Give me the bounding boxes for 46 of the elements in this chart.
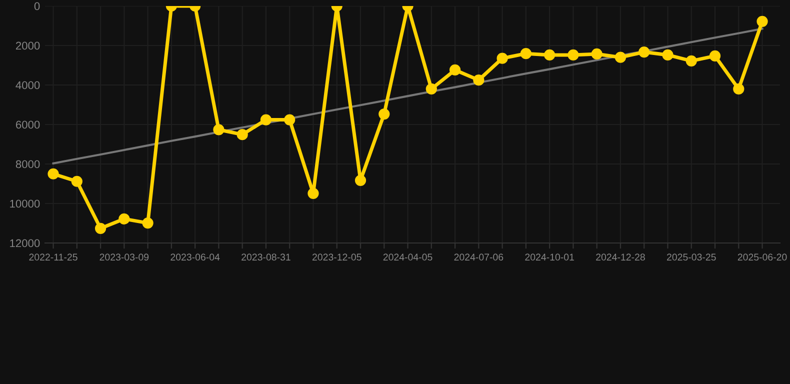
point (260, 114, 272, 126)
point (544, 49, 556, 61)
y-tick-label: 6000 (16, 120, 40, 129)
y-tick-label: 8000 (16, 160, 40, 168)
point (614, 52, 626, 63)
point (520, 48, 532, 60)
point (473, 74, 484, 86)
x-tick-label: 2023-03-09 (100, 254, 149, 261)
point (686, 55, 697, 66)
y-tick-label: 4000 (16, 81, 40, 90)
x-tick-label: 2024-04-05 (383, 254, 432, 261)
x-tick-label: 2023-06-04 (170, 254, 220, 261)
x-tick-label: 2025-03-25 (667, 254, 716, 261)
x-tick-label: 2025-06-20 (738, 254, 787, 261)
x-tick-label: 2024-10-01 (525, 254, 574, 261)
point (94, 222, 106, 234)
x-tick-label: 2024-12-28 (596, 254, 645, 261)
point (733, 83, 744, 95)
point (48, 168, 59, 180)
point (449, 64, 461, 76)
point (496, 52, 508, 64)
x-tick-label: 2024-07-06 (454, 254, 504, 261)
point (709, 50, 721, 62)
point (236, 129, 248, 140)
line-series (52, 28, 764, 164)
x-tick-label: 2023-08-31 (242, 254, 290, 261)
x-tick-label: 2022-11-25 (29, 254, 78, 261)
point (284, 114, 296, 126)
point (591, 48, 602, 60)
point (71, 176, 82, 187)
point (118, 213, 130, 224)
point (378, 108, 390, 120)
y-tick-label: 10000 (10, 200, 40, 208)
point (662, 49, 674, 61)
point (142, 217, 154, 229)
y-tick-label: 12000 (10, 239, 40, 248)
y-tick-label: 0 (34, 2, 40, 10)
point (426, 83, 437, 95)
y-tick-label: 2000 (16, 42, 40, 50)
point (568, 49, 579, 61)
point (354, 174, 366, 186)
point (213, 124, 224, 136)
point (308, 188, 319, 199)
point (638, 46, 650, 58)
point (756, 16, 768, 27)
x-tick-label: 2023-12-05 (312, 254, 362, 261)
